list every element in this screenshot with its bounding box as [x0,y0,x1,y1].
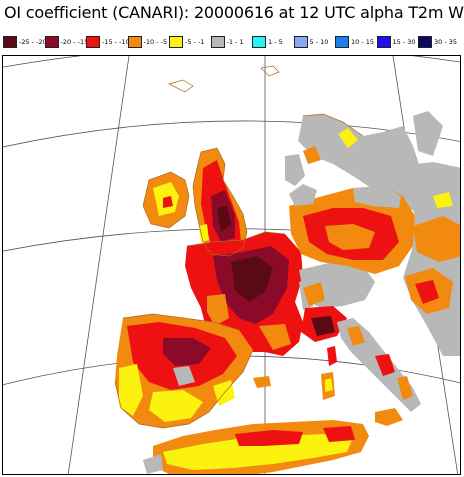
legend-label: -25 - -20 [19,38,47,46]
graticule-line [3,56,460,68]
legend-swatch [3,36,17,48]
legend-label: 10 - 15 [351,38,375,46]
legend-swatch [293,36,308,48]
legend-item: 5 - 10 [293,35,336,49]
legend-item: -10 - -5 [127,35,170,49]
legend-swatch [335,36,349,48]
legend-item: 15 - 30 [376,35,419,49]
map-frame [2,55,461,475]
land-ireland [143,172,189,228]
land-north-africa [143,420,369,474]
legend-swatch [86,36,100,48]
land-great-britain [193,148,247,256]
map-title: OI coefficient (CANARI): 20000616 at 12 … [4,3,464,22]
land-islands [321,346,403,426]
land-italy [337,318,421,412]
legend-label: 1 - 5 [268,38,283,46]
legend-label: -10 - -5 [143,38,168,46]
legend-swatch [169,36,183,48]
legend-item: -5 - -1 [169,35,211,49]
graticule-line [67,56,130,474]
color-legend: -25 - -20 -20 - -15 -15 - -10 -10 - -5 -5 - … [3,35,461,49]
legend-label: 15 - 30 [392,38,416,46]
legend-swatch [376,36,391,48]
oi-coefficient-map [3,56,460,474]
legend-item: -1 - 1 [210,35,253,49]
coastlines [114,65,364,429]
legend-swatch [418,36,432,48]
legend-item: 1 - 5 [252,35,294,49]
legend-label: -1 - 1 [226,38,244,46]
legend-label: 30 - 35 [434,38,458,46]
land-central-europe [285,154,415,274]
legend-swatch [252,36,266,48]
land-eastern-europe [399,162,460,356]
legend-swatch [210,36,225,48]
legend-label: -20 - -15 [60,38,89,46]
legend-swatch [127,36,142,48]
graticule-line [3,120,460,148]
legend-item: -25 - -20 [3,35,47,49]
legend-item: 30 - 35 [418,35,460,49]
legend-label: -5 - -1 [185,38,205,46]
land-alps [299,262,375,342]
legend-item: -20 - -15 [44,35,89,49]
land-iberia [115,314,271,428]
legend-label: -15 - -10 [102,38,130,46]
legend-item: -15 - -10 [86,35,130,49]
legend-swatch [44,36,59,48]
legend-item: 10 - 15 [335,35,377,49]
legend-label: 5 - 10 [309,38,329,46]
